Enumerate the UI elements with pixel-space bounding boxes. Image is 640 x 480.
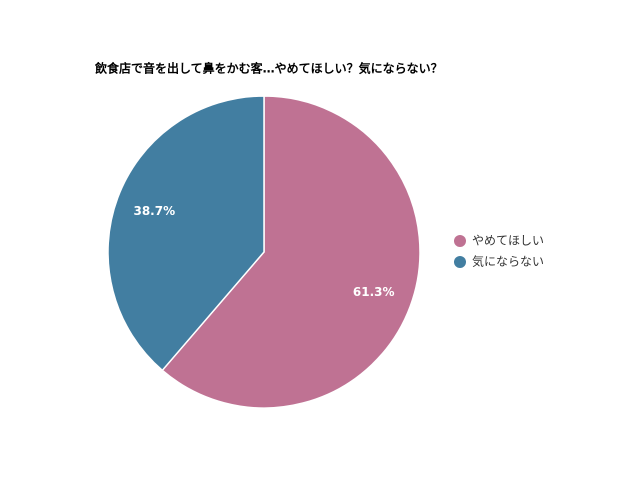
value-label: 61.3% [353, 285, 395, 299]
value-label: 38.7% [133, 204, 175, 218]
pie-slice [161, 95, 421, 409]
legend-marker [454, 235, 466, 247]
pie-slice [107, 95, 265, 372]
legend-label: やめてほしい [472, 234, 544, 248]
legend-label: 気にならない [472, 254, 544, 269]
legend-marker [454, 256, 466, 268]
chart-title: 飲食店で音を出して鼻をかむ客…やめてほしい？気にならない？ [94, 61, 443, 76]
